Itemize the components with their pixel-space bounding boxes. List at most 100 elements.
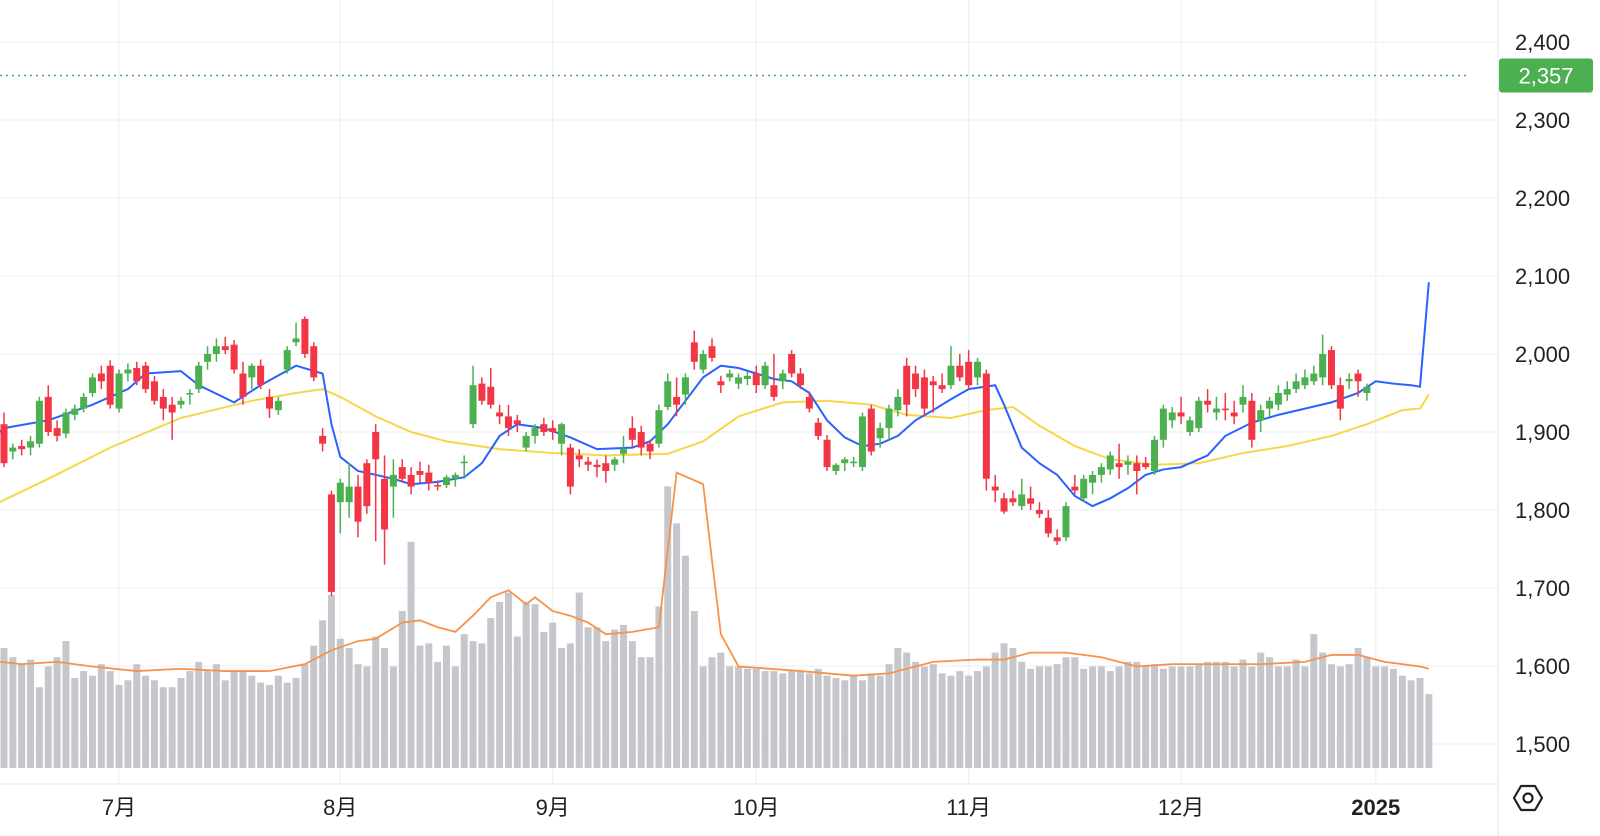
y-tick-label: 1,700: [1515, 576, 1570, 601]
volume-bar: [513, 636, 521, 768]
volume-bars: [0, 486, 1433, 768]
candle-body: [9, 447, 17, 452]
candle-body: [513, 420, 521, 425]
candle: [1239, 385, 1247, 413]
candle-body: [115, 373, 123, 409]
candle-body: [168, 404, 176, 413]
volume-bar: [1186, 666, 1194, 768]
volume-bar: [35, 687, 43, 768]
candle-body: [1239, 396, 1247, 405]
candle: [1212, 396, 1220, 421]
candle-body: [451, 474, 459, 479]
candle-body: [903, 365, 911, 405]
candle: [195, 361, 203, 393]
volume-bar: [434, 661, 442, 768]
candle: [1018, 478, 1026, 510]
volume-bar: [142, 675, 150, 768]
candle: [425, 464, 433, 491]
candle-body: [531, 428, 539, 436]
volume-bar: [407, 541, 415, 768]
candle-body: [133, 368, 141, 382]
candle-body: [558, 424, 566, 444]
volume-bar: [761, 671, 769, 768]
candle: [257, 359, 265, 390]
candle: [168, 396, 176, 440]
candle-body: [1133, 463, 1141, 471]
candle: [832, 463, 840, 475]
candle-body: [1177, 412, 1185, 417]
x-tick-label: 10月: [733, 795, 779, 820]
candle: [982, 369, 990, 491]
candle-body: [673, 396, 681, 405]
volume-bar: [1310, 634, 1318, 768]
x-tick-label: 12月: [1158, 795, 1204, 820]
candle-body: [1151, 439, 1158, 471]
candle-body: [27, 441, 35, 448]
y-tick-label: 2,000: [1515, 342, 1570, 367]
volume-bar: [752, 668, 760, 768]
candle: [867, 404, 875, 456]
candle: [1248, 393, 1256, 448]
candle: [558, 422, 566, 456]
volume-bar: [974, 671, 981, 768]
candle: [779, 369, 787, 390]
candle-body: [912, 373, 920, 390]
volume-bar: [540, 631, 548, 768]
candle: [89, 373, 96, 397]
volume-bar: [717, 652, 725, 768]
candle-body: [628, 428, 636, 440]
volume-bar: [266, 684, 273, 768]
volume-bar: [1257, 652, 1265, 768]
candle: [699, 350, 707, 374]
candle-body: [1363, 386, 1371, 393]
candle: [1080, 474, 1088, 503]
volume-bar: [991, 652, 999, 768]
candle-body: [336, 482, 344, 503]
volume-bar: [912, 661, 920, 768]
candle: [726, 369, 734, 382]
volume-bar: [327, 594, 335, 768]
volume-bar: [1336, 666, 1344, 768]
volume-bar: [726, 666, 734, 768]
x-tick-label: 8月: [323, 795, 357, 820]
candle-body: [1142, 463, 1150, 468]
candle: [44, 385, 52, 436]
volume-bar: [345, 648, 353, 768]
candle-body: [89, 377, 96, 393]
volume-bar: [336, 638, 344, 768]
chart-settings-button[interactable]: [1510, 780, 1546, 816]
candle-body: [805, 396, 813, 409]
candle: [628, 416, 636, 448]
candle: [389, 459, 397, 518]
candle-body: [1292, 381, 1300, 390]
ma-short-line: [0, 282, 1430, 508]
candle-body: [71, 408, 79, 415]
volume-bar: [1354, 648, 1362, 768]
candle-body: [106, 365, 114, 405]
candle: [991, 474, 999, 503]
candle: [1097, 463, 1105, 483]
candle: [637, 425, 645, 456]
candle-body: [248, 365, 256, 378]
candle-body: [239, 373, 247, 397]
volume-bar: [522, 601, 530, 768]
candle-body: [920, 377, 928, 409]
candle-body: [1354, 373, 1362, 382]
volume-bar: [1266, 657, 1274, 768]
volume-bar: [1133, 661, 1141, 768]
candle-body: [1230, 412, 1238, 417]
volume-bar: [1319, 652, 1327, 768]
candle-body: [150, 381, 158, 401]
volume-bar: [195, 661, 203, 768]
candle-body: [1336, 385, 1344, 409]
volume-bar: [903, 652, 911, 768]
candle: [788, 350, 796, 378]
candle: [876, 422, 884, 448]
volume-bar: [1301, 666, 1309, 768]
candle: [938, 373, 946, 393]
candle-body: [1053, 537, 1061, 542]
volume-bar: [97, 664, 105, 768]
candle-body: [478, 383, 486, 401]
volume-bar: [18, 664, 26, 768]
